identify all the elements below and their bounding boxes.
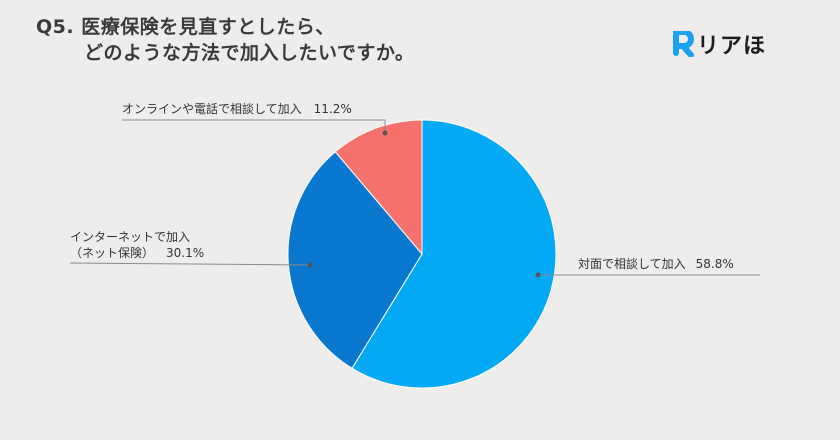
slice-online	[334, 119, 423, 256]
leader-dot-slice-taimen	[535, 272, 541, 278]
slice-internet	[287, 151, 423, 369]
brand-logo: リアほ	[672, 28, 766, 60]
slice-label-taimen: 対面で相談して加入 58.8%	[578, 256, 734, 271]
leader-dot-slice-internet	[307, 262, 313, 268]
leader-dot-slice-online	[382, 130, 388, 136]
slice-taimen	[351, 119, 557, 389]
chart-title: Q5. 医療保険を見直すとしたら、 どのような方法で加入したいですか。	[36, 14, 415, 66]
leader-line-slice-online	[122, 119, 386, 133]
leader-line-slice-internet	[69, 262, 311, 266]
slice-label-internet-line2: （ネット保険） 30.1%	[70, 246, 204, 260]
title-line-1: Q5. 医療保険を見直すとしたら、	[36, 16, 335, 38]
slice-label-internet-line1: インターネットで加入	[70, 230, 190, 244]
r-logo-icon	[672, 29, 694, 58]
slice-label-online: オンラインや電話で相談して加入 11.2%	[122, 101, 352, 116]
logo-text: リアほ	[697, 34, 767, 59]
title-line-2: どのような方法で加入したいですか。	[84, 42, 415, 64]
